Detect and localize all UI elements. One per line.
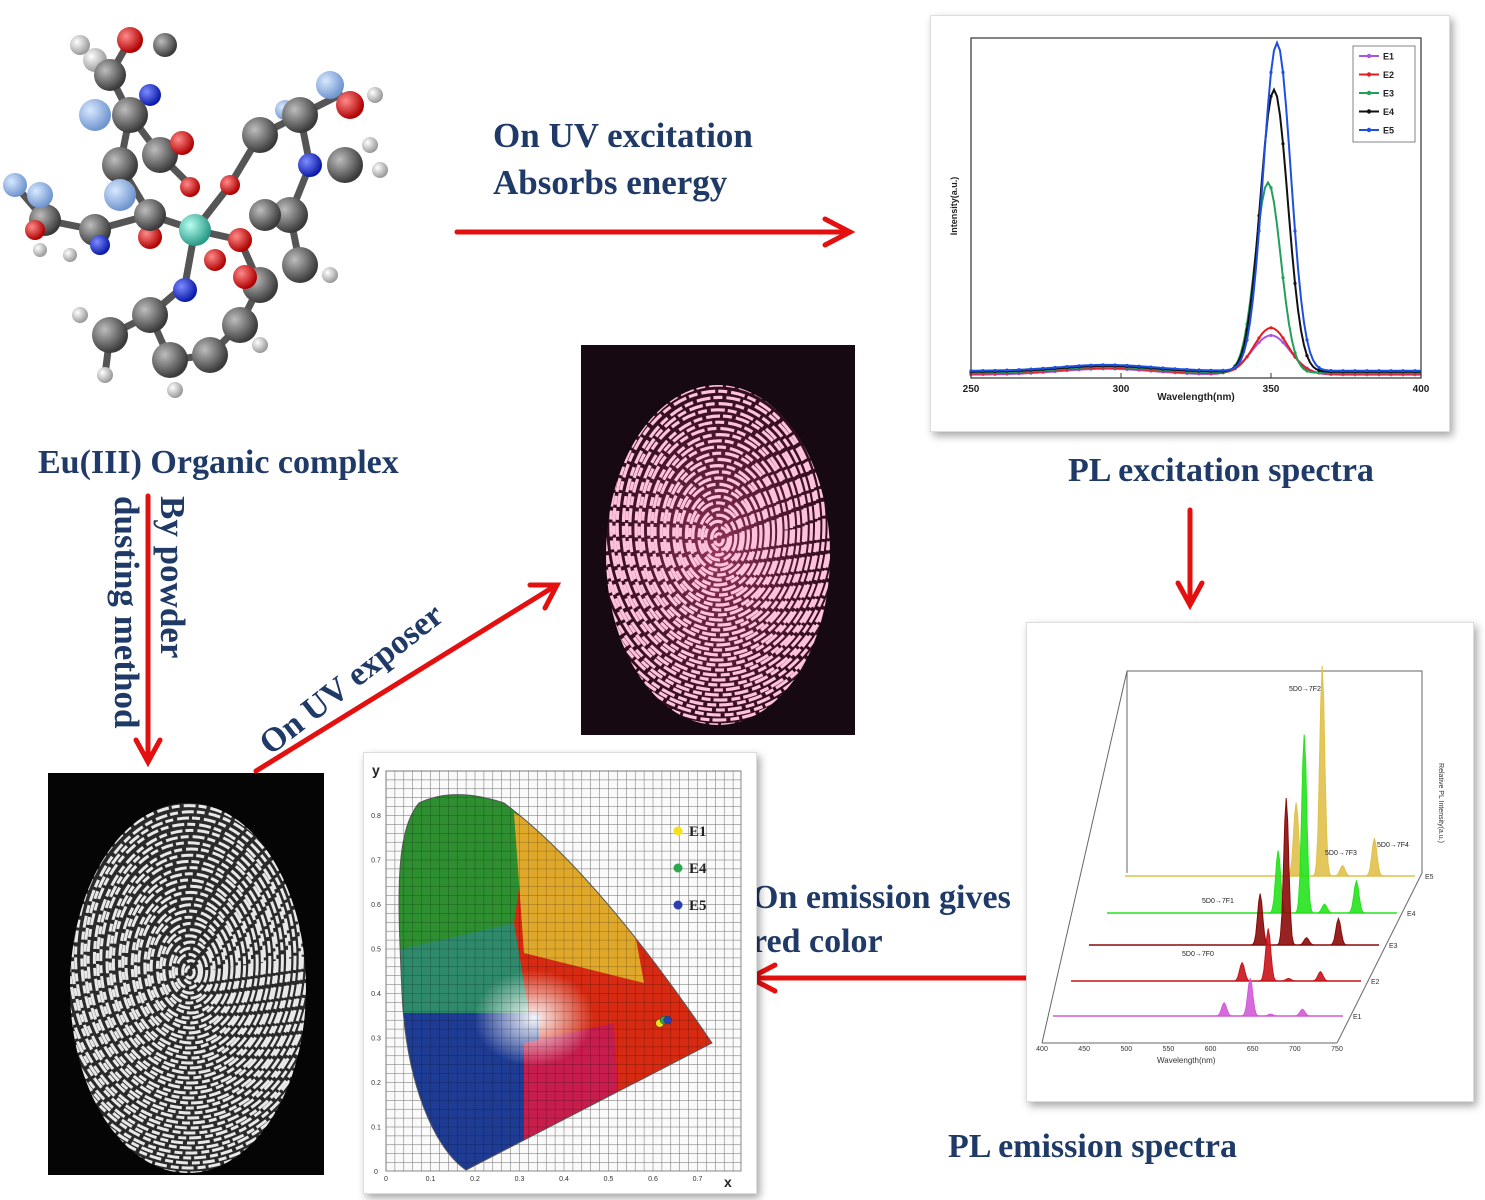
emission-gives-label: On emission gives red color (752, 876, 1011, 964)
cie-xtick-0.4: 0.4 (559, 1176, 569, 1183)
emission-series-label-E4: E4 (1407, 911, 1416, 918)
emission-series-label-E5: E5 (1425, 874, 1434, 881)
emission-xlabel: Wavelength(nm) (1157, 1056, 1216, 1065)
emission-gives-line1: On emission gives (752, 879, 1011, 916)
excitation-legend-E2: E2 (1383, 70, 1394, 80)
emission-tick-550: 550 (1163, 1046, 1175, 1053)
uv-excitation-line1: On UV excitation (493, 116, 753, 155)
excitation-ylabel: Intensity(a.u.) (949, 177, 959, 236)
emission-series-label-E1: E1 (1353, 1014, 1362, 1021)
excitation-series-E5 (969, 40, 1421, 373)
emission-transition-2: 5D0→7F3 (1325, 850, 1357, 857)
emission-tick-700: 700 (1289, 1046, 1301, 1053)
cie-ytick-0.5: 0.5 (371, 947, 381, 954)
cie-ytick-0: 0 (374, 1169, 378, 1176)
emission-tick-650: 650 (1247, 1046, 1259, 1053)
cie-y-axis-label: y (372, 762, 380, 778)
cie-legend-marker-E4 (673, 863, 683, 873)
cie-chart: 0 0.1 0.2 0.3 0.4 0.5 0.6 0.7 0 0.1 0.2 0.3 0.4 0.5 0.… (371, 762, 742, 1190)
arrow-powder-down (133, 493, 163, 768)
cie-legend-E5: E5 (689, 898, 707, 914)
emission-tick-500: 500 (1120, 1046, 1132, 1053)
arrow-to-excitation (454, 216, 856, 248)
arrow-to-cie (744, 962, 1029, 994)
cie-xtick-0.3: 0.3 (515, 1176, 525, 1183)
emission-series-E3: E3 (1089, 797, 1398, 950)
cie-ytick-0.1: 0.1 (371, 1125, 381, 1132)
emission-title: PL emission spectra (948, 1128, 1237, 1165)
emission-tick-450: 450 (1078, 1046, 1090, 1053)
emission-transition-1: 5D0→7F2 (1289, 686, 1321, 693)
emission-series-E5: E5 (1125, 665, 1434, 881)
emission-transition-3: 5D0→7F4 (1377, 842, 1409, 849)
excitation-title: PL excitation spectra (1068, 452, 1374, 489)
cie-xtick-0.1: 0.1 (426, 1176, 436, 1183)
cie-point-E5 (663, 1015, 672, 1025)
excitation-legend-E3: E3 (1383, 89, 1394, 99)
uv-excitation-label: On UV excitation Absorbs energy (493, 112, 753, 207)
powder-fingerprint-ridges (70, 803, 306, 1173)
emission-transition-4: 5D0→7F1 (1202, 898, 1234, 905)
uv-fingerprint-image (581, 345, 855, 735)
cie-xtick-0: 0 (384, 1176, 388, 1183)
emission-series-E4: E4 (1107, 734, 1416, 918)
cie-xtick-0.2: 0.2 (470, 1176, 480, 1183)
excitation-legend-E1: E1 (1383, 52, 1394, 62)
cie-xtick-0.7: 0.7 (693, 1176, 703, 1183)
emission-tick-600: 600 (1205, 1046, 1217, 1053)
emission-gives-line2: red color (752, 923, 883, 961)
emission-series-label-E3: E3 (1389, 943, 1398, 950)
cie-x-axis-label: x (724, 1174, 732, 1190)
emission-chart-panel: E5 E4 E3 E2 E1 400 450 500 550 600 650 700 750 Wave… (1026, 622, 1474, 1102)
cie-ytick-0.7: 0.7 (371, 858, 381, 865)
excitation-chart-panel: 250 300 350 400 E1 E2 E3 E4 E5 Intensity(a.u.) … (930, 15, 1450, 432)
complex-label: Eu(III) Organic complex (38, 444, 399, 481)
uv-excitation-line2: Absorbs energy (493, 163, 728, 203)
cie-ytick-0.4: 0.4 (371, 991, 381, 998)
emission-transition-5: 5D0→7F0 (1182, 951, 1214, 958)
emission-chart: E5 E4 E3 E2 E1 400 450 500 550 600 650 700 750 Wave… (1036, 665, 1444, 1065)
emission-series-E2: E2 (1071, 928, 1380, 986)
cie-xtick-0.6: 0.6 (648, 1176, 658, 1183)
emission-tick-750: 750 (1331, 1046, 1343, 1053)
excitation-legend-E4: E4 (1383, 107, 1394, 117)
excitation-tick-250: 250 (963, 384, 980, 395)
powder-fingerprint-image (48, 773, 324, 1175)
eu-complex-molecule (3, 27, 388, 398)
arrow-to-emission (1175, 507, 1205, 611)
excitation-legend-E5: E5 (1383, 126, 1394, 136)
cie-xtick-0.5: 0.5 (604, 1176, 614, 1183)
emission-ylabel: Relative PL Intensity(a.u.) (1437, 763, 1444, 843)
emission-series-E1: E1 (1053, 978, 1362, 1021)
uv-fingerprint-ridges (606, 385, 830, 725)
cie-legend-marker-E1 (673, 826, 683, 836)
emission-series-label-E2: E2 (1371, 979, 1380, 986)
cie-legend-E1: E1 (689, 824, 707, 840)
excitation-xlabel: Wavelength(nm) (1157, 392, 1234, 403)
cie-ytick-0.6: 0.6 (371, 902, 381, 909)
emission-3d-frame (1041, 670, 1423, 1044)
cie-ytick-0.2: 0.2 (371, 1080, 381, 1087)
arrow-uv-exposer (253, 582, 562, 774)
excitation-legend: E1 E2 E3 E4 E5 (1352, 45, 1416, 143)
excitation-plot-frame (970, 37, 1422, 379)
emission-tick-400: 400 (1036, 1046, 1048, 1053)
cie-ytick-0.8: 0.8 (371, 813, 381, 820)
excitation-tick-300: 300 (1113, 384, 1130, 395)
excitation-tick-350: 350 (1263, 384, 1280, 395)
cie-legend-marker-E5 (673, 900, 683, 910)
cie-ytick-0.3: 0.3 (371, 1036, 381, 1043)
cie-legend-E4: E4 (689, 861, 707, 877)
cie-chart-panel: 0 0.1 0.2 0.3 0.4 0.5 0.6 0.7 0 0.1 0.2 0.3 0.4 0.5 0.… (363, 752, 757, 1194)
excitation-tick-400: 400 (1413, 384, 1430, 395)
excitation-series-E3 (969, 180, 1421, 375)
